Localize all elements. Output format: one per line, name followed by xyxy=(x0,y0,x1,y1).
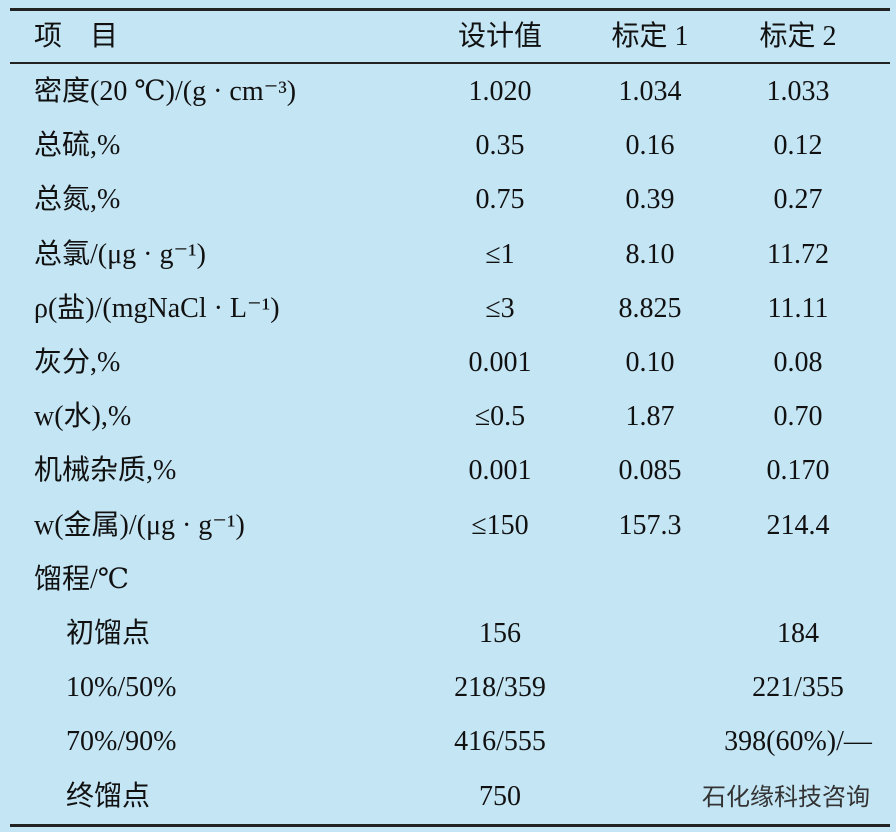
row-label: 初馏点 xyxy=(66,618,151,649)
cell-value: 0.27 xyxy=(773,184,823,216)
bottom-rule xyxy=(10,824,890,827)
cell-value: 1.87 xyxy=(625,401,675,433)
cell-value: 11.72 xyxy=(767,238,829,270)
row-label: 密度(20 ℃)/(g · cm⁻³) xyxy=(34,76,297,107)
cell-value: ≤1 xyxy=(485,238,515,270)
row-label: 总氯/(μg · g⁻¹) xyxy=(34,238,206,270)
row-label: w(金属)/(μg · g⁻¹) xyxy=(34,509,245,541)
cell-value: 8.10 xyxy=(625,238,675,270)
cell-value: 1.034 xyxy=(618,76,682,107)
cell-value: 0.16 xyxy=(625,130,675,162)
cell-value: 0.70 xyxy=(773,401,823,433)
header-rule xyxy=(10,62,890,64)
row-label: 10%/50% xyxy=(66,672,177,704)
cell-value: 218/359 xyxy=(454,672,546,704)
row-label: 灰分,% xyxy=(34,347,121,378)
cell-value: 0.08 xyxy=(773,347,823,378)
header-cell: 项 目 xyxy=(34,21,119,52)
cell-value: 11.11 xyxy=(767,292,829,324)
cell-value: ≤150 xyxy=(471,509,529,541)
cell-value: 0.12 xyxy=(773,130,823,162)
top-rule xyxy=(10,8,890,11)
row-label: 总硫,% xyxy=(34,130,121,162)
cell-value: 0.39 xyxy=(625,184,675,216)
row-label: 总氮,% xyxy=(34,184,121,216)
cell-value: 156 xyxy=(479,618,521,649)
cell-value: 8.825 xyxy=(618,292,682,324)
cell-value: 1.020 xyxy=(468,76,532,107)
cell-value: 0.085 xyxy=(618,455,682,487)
cell-value: 750 xyxy=(479,780,521,812)
cell-value: 0.75 xyxy=(475,184,525,216)
cell-value: 1.033 xyxy=(766,76,830,107)
row-label: 70%/90% xyxy=(66,726,177,758)
row-label: 机械杂质,% xyxy=(34,455,177,487)
cell-value: ≤0.5 xyxy=(474,401,526,433)
cell-value: 0.001 xyxy=(468,455,532,487)
cell-value: ≤3 xyxy=(485,292,515,324)
section-label: 馏程/℃ xyxy=(34,563,130,595)
watermark: 石化缘科技咨询 xyxy=(702,783,870,811)
header-cell: 设计值 xyxy=(457,21,543,52)
cell-value: 398(60%)/— xyxy=(724,726,872,758)
row-label: ρ(盐)/(mgNaCl · L⁻¹) xyxy=(34,292,280,324)
cell-value: 0.10 xyxy=(625,347,675,378)
cell-value: 0.170 xyxy=(766,455,830,487)
row-label: w(水),% xyxy=(34,401,132,433)
row-label: 终馏点 xyxy=(66,780,151,812)
cell-value: 0.001 xyxy=(468,347,532,378)
cell-value: 416/555 xyxy=(454,726,546,758)
cell-value: 157.3 xyxy=(618,509,682,541)
cell-value: 184 xyxy=(777,618,819,649)
header-cell: 标定 1 xyxy=(611,21,689,52)
cell-value: 221/355 xyxy=(752,672,844,704)
cell-value: 214.4 xyxy=(766,509,830,541)
header-cell: 标定 2 xyxy=(759,21,837,52)
cell-value: 0.35 xyxy=(475,130,525,162)
